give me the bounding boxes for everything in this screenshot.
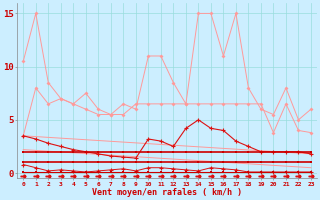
X-axis label: Vent moyen/en rafales ( km/h ): Vent moyen/en rafales ( km/h )	[92, 188, 242, 197]
